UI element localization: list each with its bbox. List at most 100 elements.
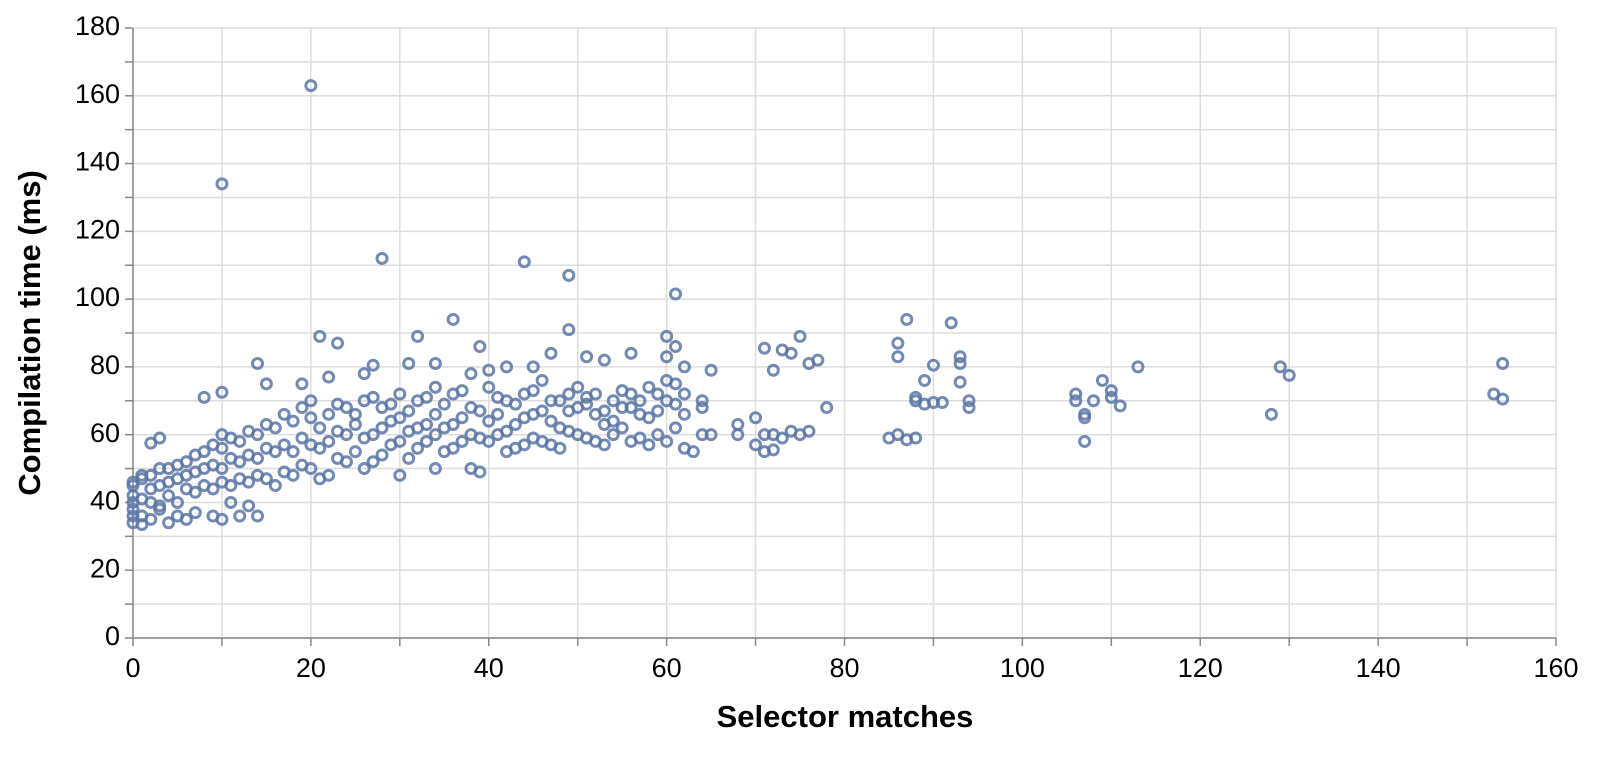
point <box>251 509 265 523</box>
point <box>1087 394 1101 408</box>
point <box>411 329 425 343</box>
point <box>153 479 167 492</box>
point <box>962 401 976 415</box>
x-tick-label: 140 <box>1356 653 1401 683</box>
point <box>909 431 923 445</box>
point <box>162 516 176 530</box>
point <box>135 509 149 523</box>
point <box>402 424 416 438</box>
point <box>677 407 691 421</box>
point <box>188 485 202 499</box>
point <box>295 377 309 391</box>
point <box>366 428 380 442</box>
point <box>677 387 691 401</box>
point <box>286 414 300 428</box>
point <box>135 472 149 486</box>
point <box>126 502 140 516</box>
y-tick-label: 120 <box>75 214 120 244</box>
point <box>651 387 665 401</box>
point <box>482 414 496 428</box>
point <box>580 397 594 411</box>
point <box>188 448 202 462</box>
point <box>775 431 789 445</box>
point <box>206 482 220 496</box>
x-tick-label: 160 <box>1533 653 1578 683</box>
point <box>544 394 558 408</box>
point <box>953 375 967 389</box>
point <box>464 367 478 381</box>
point <box>482 380 496 394</box>
point <box>615 421 629 435</box>
point <box>660 329 674 343</box>
point <box>1131 360 1145 374</box>
point <box>384 414 398 428</box>
point <box>508 418 522 431</box>
point <box>633 431 647 445</box>
x-tick-label: 120 <box>1178 653 1223 683</box>
point <box>384 438 398 452</box>
point <box>331 336 345 350</box>
point <box>606 428 620 442</box>
point <box>437 445 451 459</box>
point <box>757 341 771 355</box>
point <box>304 79 318 93</box>
x-tick-label: 80 <box>829 653 859 683</box>
point <box>704 363 718 377</box>
point <box>900 312 914 326</box>
point <box>597 404 611 418</box>
point <box>820 401 834 415</box>
point <box>144 436 158 450</box>
point <box>259 441 273 455</box>
point <box>331 424 345 438</box>
point <box>348 418 362 431</box>
point <box>375 421 389 435</box>
point <box>944 316 958 330</box>
x-axis-title: Selector matches <box>717 699 974 734</box>
point <box>669 377 683 391</box>
point <box>437 397 451 411</box>
point <box>437 421 451 435</box>
point <box>482 363 496 377</box>
point <box>669 397 683 411</box>
point <box>686 445 700 459</box>
point <box>793 329 807 343</box>
point <box>535 373 549 387</box>
point <box>580 350 594 364</box>
point <box>749 438 763 452</box>
point <box>624 346 638 360</box>
point <box>242 424 256 438</box>
point <box>357 462 371 476</box>
point <box>348 445 362 459</box>
points <box>126 79 1510 531</box>
point <box>446 312 460 326</box>
point <box>206 458 220 472</box>
point <box>704 428 718 442</box>
point <box>473 404 487 418</box>
point <box>455 434 469 448</box>
point <box>597 438 611 452</box>
point <box>660 434 674 448</box>
point <box>277 407 291 421</box>
point <box>428 407 442 421</box>
point <box>384 397 398 411</box>
y-tick-label: 80 <box>90 350 120 380</box>
point <box>526 407 540 421</box>
point <box>242 448 256 462</box>
point <box>428 380 442 394</box>
point <box>419 390 433 404</box>
point <box>304 411 318 425</box>
point <box>891 350 905 364</box>
point <box>526 431 540 445</box>
y-tick-label: 180 <box>75 11 120 41</box>
point <box>562 424 576 438</box>
point <box>419 418 433 431</box>
point <box>615 401 629 415</box>
point <box>162 489 176 503</box>
x-tick-label: 100 <box>1000 653 1045 683</box>
point <box>508 397 522 411</box>
point <box>135 492 149 506</box>
point <box>669 421 683 435</box>
point <box>126 479 140 492</box>
point <box>597 353 611 367</box>
point <box>233 509 247 523</box>
